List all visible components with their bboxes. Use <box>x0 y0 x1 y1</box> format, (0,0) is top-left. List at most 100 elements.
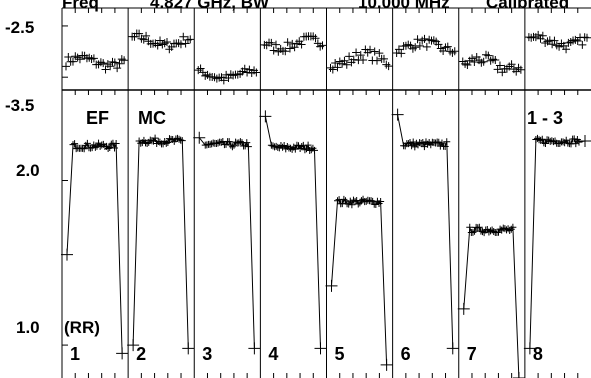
phase-point <box>479 57 488 66</box>
phase-point <box>64 53 73 62</box>
amplitude-series-6 <box>391 108 459 355</box>
phase-point <box>366 45 375 54</box>
phase-point <box>110 58 119 67</box>
amplitude-point <box>116 347 129 360</box>
amplitude-point <box>104 144 112 152</box>
amplitude-point <box>340 195 348 203</box>
amplitude-point <box>61 248 73 261</box>
amplitude-point <box>203 141 211 149</box>
amplitude-point <box>438 139 446 147</box>
phase-point <box>267 38 276 47</box>
amplitude-point <box>479 228 487 236</box>
amplitude-point <box>545 136 553 144</box>
amplitude-point <box>243 139 251 147</box>
phase-series-6 <box>392 34 459 58</box>
amplitude-point <box>269 142 277 150</box>
panel-label-6: 6 <box>401 344 411 364</box>
amplitude-series-7 <box>457 223 525 378</box>
amplitude-point <box>345 200 353 208</box>
amplitude-point <box>572 140 580 148</box>
phase-point <box>331 58 340 67</box>
amplitude-line <box>397 114 454 349</box>
amplitude-point <box>193 131 206 144</box>
amplitude-point <box>540 139 548 147</box>
header-bandwidth: 10.000 MHz <box>358 0 450 12</box>
phase-point <box>434 40 443 49</box>
phase-point <box>89 54 98 63</box>
amplitude-point <box>469 228 477 236</box>
phase-point <box>318 41 327 50</box>
phase-point <box>484 51 493 60</box>
amplitude-point <box>107 140 115 148</box>
amplitude-point <box>165 135 173 143</box>
phase-point <box>550 36 559 45</box>
amplitude-series-2 <box>127 134 195 355</box>
panel-label-5: 5 <box>335 344 345 364</box>
phase-point <box>272 40 280 49</box>
amplitude-point <box>490 227 498 235</box>
amplitude-point <box>127 339 140 352</box>
amplitude-point <box>98 141 106 149</box>
amplitude-line <box>198 137 255 349</box>
header-calibrated: Calibrated <box>486 0 569 12</box>
phase-point <box>413 35 422 44</box>
amplitude-point <box>556 139 564 147</box>
phase-point <box>179 32 188 41</box>
amplitude-point <box>443 138 451 146</box>
phase-point <box>415 41 424 50</box>
panel-label-3: 3 <box>202 344 212 364</box>
amplitude-point <box>279 143 287 151</box>
phase-point <box>422 42 431 51</box>
phase-point <box>283 38 292 47</box>
amplitude-point <box>175 135 183 143</box>
amplitude-point <box>535 136 543 144</box>
phase-point <box>252 68 261 77</box>
phase-series-7 <box>458 50 525 77</box>
amplitude-line <box>331 198 388 365</box>
amplitude-point <box>164 139 172 147</box>
phase-point <box>420 34 429 43</box>
amplitude-point <box>506 227 514 235</box>
phase-point <box>516 65 525 74</box>
panel-label-2: 2 <box>136 344 146 364</box>
amplitude-point <box>512 372 525 378</box>
panel-label-1: 1 <box>70 344 80 364</box>
amplitude-point <box>301 146 309 154</box>
phase-point <box>106 62 115 71</box>
amplitude-point <box>303 145 311 153</box>
amplitude-point <box>236 138 244 146</box>
amplitude-point <box>406 139 414 147</box>
amplitude-point <box>178 137 186 145</box>
amplitude-point <box>549 138 557 146</box>
amplitude-point <box>474 224 482 232</box>
amplitude-point <box>212 140 220 148</box>
header-frequency: 4.827 GHz, BW <box>150 0 270 12</box>
amplitude-point <box>80 145 88 153</box>
phase-point <box>340 56 349 65</box>
phase-point <box>450 47 459 56</box>
baseline-label: 1 - 3 <box>527 108 563 128</box>
amplitude-point <box>575 138 583 146</box>
phase-series-5 <box>326 45 393 74</box>
phase-point <box>345 52 354 61</box>
amplitude-point <box>291 145 299 153</box>
panel-label-7: 7 <box>467 344 477 364</box>
amplitude-point <box>362 197 370 205</box>
amplitude-point <box>432 139 440 147</box>
amplitude-point <box>173 134 181 142</box>
amplitude-point <box>562 136 570 144</box>
amplitude-point <box>496 225 504 233</box>
phase-point <box>470 58 479 67</box>
phase-point <box>491 56 500 65</box>
amplitude-point <box>348 201 356 209</box>
phase-point <box>62 62 70 71</box>
phase-point <box>352 48 361 57</box>
amplitude-point <box>228 143 236 151</box>
amplitude-point <box>487 227 495 235</box>
phase-series-4 <box>260 32 327 56</box>
amplitude-point <box>69 141 77 149</box>
amplitude-point <box>367 197 375 205</box>
amplitude-point <box>502 226 510 234</box>
panel-label-8: 8 <box>533 344 543 364</box>
amplitude-point <box>83 139 91 147</box>
